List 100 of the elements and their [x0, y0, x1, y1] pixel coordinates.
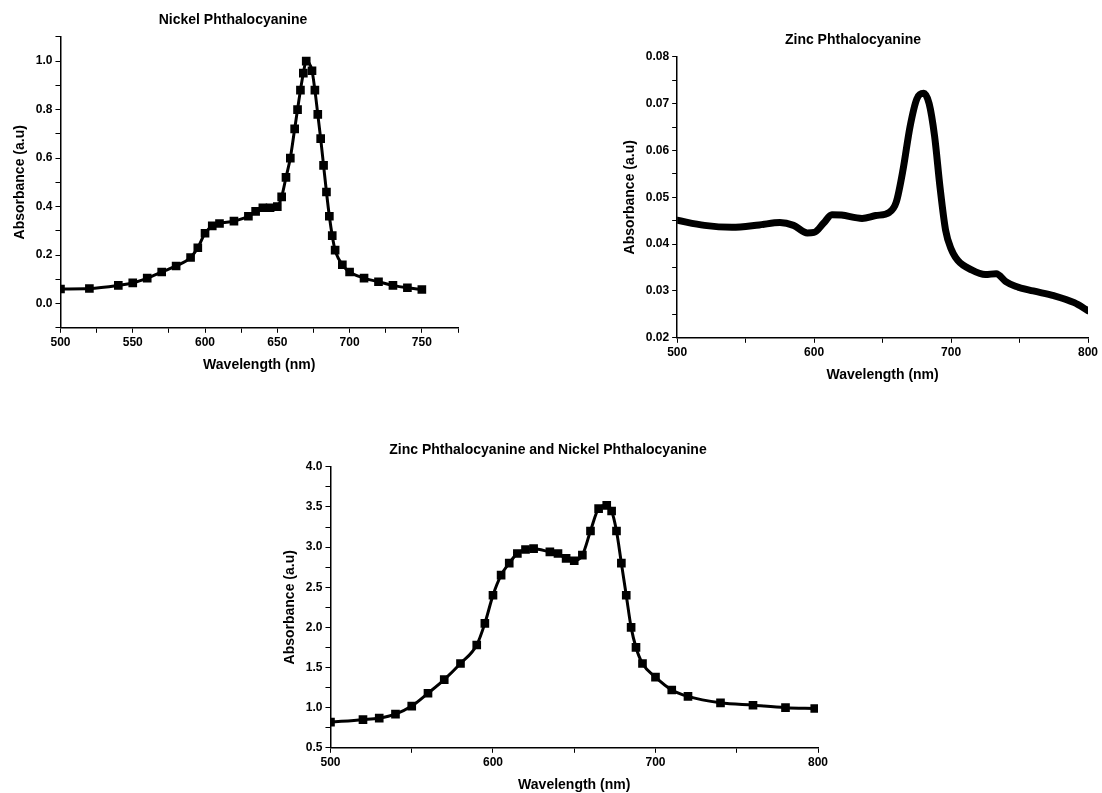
x-tick-label: 700 — [339, 335, 360, 350]
y-tick-label: 0.04 — [645, 236, 670, 251]
point — [244, 211, 253, 221]
x-tick-label: 550 — [122, 335, 144, 350]
x-tick-label: 600 — [482, 755, 504, 770]
y-tick-label: 4.0 — [305, 459, 323, 474]
x-axis-title: Wavelength (nm) — [826, 366, 939, 383]
point — [561, 554, 571, 563]
point — [186, 253, 195, 262]
point — [307, 66, 317, 76]
y-axis-title: Absorbance (a.u) — [281, 550, 298, 665]
x-axis-title: Wavelength (nm) — [518, 776, 631, 793]
point — [472, 640, 482, 650]
point — [651, 672, 660, 682]
x-tick-label: 500 — [320, 755, 341, 770]
point — [293, 105, 302, 114]
point — [496, 570, 506, 580]
point — [142, 273, 152, 283]
y-tick-label: 0.2 — [35, 247, 53, 262]
point — [553, 549, 563, 558]
point — [313, 110, 323, 119]
point — [319, 161, 328, 170]
point — [374, 277, 383, 287]
point — [229, 216, 239, 226]
x-tick-label: 500 — [50, 335, 71, 350]
point — [513, 549, 522, 558]
point — [193, 243, 203, 253]
x-tick-label: 700 — [645, 755, 666, 770]
point — [403, 283, 412, 293]
y-tick-label: 0.07 — [645, 95, 670, 110]
point — [626, 623, 636, 632]
point — [569, 556, 579, 566]
point — [578, 550, 587, 560]
y-tick-label: 1.0 — [35, 53, 53, 68]
x-tick-label: 800 — [807, 755, 829, 770]
x-tick-label: 800 — [1077, 345, 1099, 360]
chart-title: Zinc Phthalocyanine and Nickel Phthalocyanine — [389, 441, 707, 458]
point — [607, 506, 616, 516]
point — [358, 715, 368, 725]
point — [529, 544, 538, 554]
point — [586, 526, 595, 536]
point — [322, 187, 331, 197]
y-tick-label: 0.4 — [35, 198, 53, 213]
y-tick-label: 0.03 — [645, 283, 670, 298]
point — [281, 173, 291, 182]
point — [423, 688, 433, 698]
point — [296, 85, 305, 95]
point — [594, 504, 603, 513]
point — [480, 619, 490, 628]
x-tick-label: 500 — [667, 345, 688, 360]
point — [602, 501, 612, 510]
point — [316, 134, 325, 143]
point — [439, 675, 449, 684]
point — [504, 558, 514, 568]
x-tick-label: 650 — [267, 335, 288, 350]
chart-title: Zinc Phthalocyanine — [784, 31, 922, 48]
y-tick-label: 1.5 — [305, 659, 323, 674]
y-tick-label: 0.05 — [645, 189, 670, 204]
point — [128, 278, 138, 288]
x-tick-label: 600 — [195, 335, 216, 350]
y-tick-label: 0.8 — [35, 101, 53, 116]
point — [299, 68, 308, 78]
point — [388, 281, 398, 290]
point — [621, 590, 631, 600]
point — [285, 153, 295, 163]
y-tick-label: 0.08 — [645, 49, 670, 64]
x-tick-label: 700 — [941, 345, 962, 360]
point — [325, 211, 334, 221]
point — [157, 267, 166, 277]
point — [215, 219, 224, 228]
point — [338, 260, 347, 270]
point — [85, 284, 94, 293]
point — [310, 85, 320, 95]
point — [417, 285, 427, 294]
y-tick-label: 1.0 — [305, 699, 323, 714]
point — [407, 701, 417, 711]
point — [612, 526, 621, 536]
point — [521, 545, 530, 554]
y-tick-label: 3.5 — [305, 499, 323, 514]
point — [265, 203, 275, 213]
point — [683, 692, 693, 701]
point — [391, 709, 400, 719]
point — [617, 558, 626, 568]
point — [251, 207, 260, 216]
point — [545, 547, 555, 557]
y-axis-title: Absorbance (a.u) — [621, 140, 638, 255]
point — [638, 659, 647, 668]
y-tick-label: 0.6 — [35, 150, 53, 165]
point — [171, 261, 181, 271]
y-tick-label: 0.02 — [645, 330, 670, 345]
point — [330, 245, 340, 255]
point — [272, 202, 282, 211]
y-tick-label: 0.0 — [35, 295, 53, 310]
point — [631, 643, 641, 652]
point — [359, 273, 369, 283]
point — [374, 713, 384, 723]
point — [345, 267, 354, 277]
point — [258, 203, 268, 213]
y-tick-label: 0.06 — [645, 142, 670, 157]
point — [290, 124, 299, 134]
